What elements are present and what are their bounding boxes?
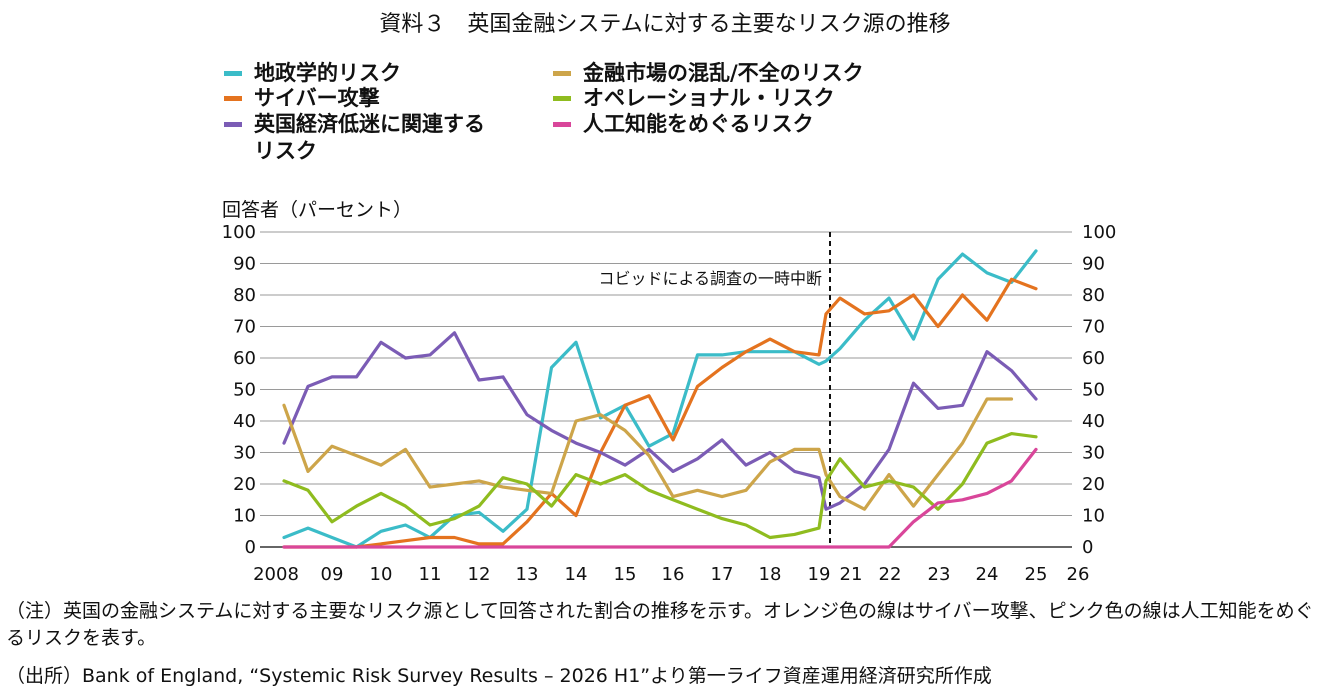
x-tick-19: 19 <box>808 564 831 585</box>
legend-swatch-cyber <box>224 96 242 101</box>
legend-item-operational: オペレーショナル・リスク <box>553 85 835 112</box>
x-tick-18: 18 <box>759 564 782 585</box>
y-tick-right-0: 0 <box>1082 537 1093 558</box>
y-tick-right-10: 10 <box>1082 506 1105 527</box>
legend-swatch-market-disruption <box>553 71 571 76</box>
x-tick-10: 10 <box>370 564 393 585</box>
legend-swatch-uk-economy <box>224 122 242 127</box>
y-tick-left-80: 80 <box>233 285 256 306</box>
legend-item-uk-economy: 英国経済低迷に関連する リスク <box>224 111 485 165</box>
legend: 地政学的リスク サイバー攻撃 英国経済低迷に関連する リスク 金融市場の混乱/不… <box>0 0 1330 170</box>
series-line-0 <box>282 249 1038 549</box>
legend-swatch-ai <box>553 122 571 127</box>
y-tick-left-100: 100 <box>222 222 256 243</box>
y-tick-right-70: 70 <box>1082 317 1105 338</box>
x-tick-23: 23 <box>928 564 951 585</box>
series-line-2 <box>282 331 1038 511</box>
y-axis-left: 0 10 20 30 40 50 60 70 80 90 100 <box>222 222 256 558</box>
legend-item-geopolitical: 地政学的リスク <box>224 60 401 87</box>
legend-label-ai: 人工知能をめぐるリスク <box>583 112 814 136</box>
covid-annotation: コビッドによる調査の一時中断 <box>598 269 822 288</box>
x-tick-24: 24 <box>976 564 999 585</box>
y-tick-left-70: 70 <box>233 317 256 338</box>
y-tick-left-10: 10 <box>233 506 256 527</box>
series-line-5 <box>282 447 1038 549</box>
y-tick-left-50: 50 <box>233 380 256 401</box>
series-lines <box>282 249 1038 549</box>
x-tick-17: 17 <box>711 564 734 585</box>
x-tick-25: 25 <box>1025 564 1048 585</box>
x-tick-14: 14 <box>565 564 588 585</box>
x-tick-21: 21 <box>840 564 863 585</box>
series-line-4 <box>282 432 1038 540</box>
x-tick-2008: 2008 <box>253 564 299 585</box>
x-tick-22: 22 <box>879 564 902 585</box>
legend-item-cyber: サイバー攻撃 <box>224 85 380 112</box>
footnote-note: （注）英国の金融システムに対する主要なリスク源として回答された割合の推移を示す。… <box>6 600 1314 649</box>
legend-label-geopolitical: 地政学的リスク <box>254 61 401 85</box>
x-axis: 2008 09 10 11 12 13 14 15 16 17 18 19 21 22 23 24 25 26 <box>253 564 1089 585</box>
y-tick-left-30: 30 <box>233 443 256 464</box>
legend-label-cyber: サイバー攻撃 <box>254 86 380 110</box>
x-tick-26: 26 <box>1067 564 1090 585</box>
legend-swatch-operational <box>553 96 571 101</box>
y-tick-right-60: 60 <box>1082 348 1105 369</box>
y-axis-label: 回答者（パーセント） <box>222 199 413 221</box>
x-tick-11: 11 <box>419 564 442 585</box>
y-tick-left-0: 0 <box>245 537 256 558</box>
y-tick-right-90: 90 <box>1082 254 1105 275</box>
x-tick-15: 15 <box>614 564 637 585</box>
x-tick-16: 16 <box>662 564 685 585</box>
footnote-source: （出所）Bank of England, “Systemic Risk Surv… <box>6 665 992 687</box>
chart-title: 資料３ 英国金融システムに対する主要なリスク源の推移 <box>379 12 951 37</box>
legend-swatch-geopolitical <box>224 71 242 76</box>
y-tick-left-60: 60 <box>233 348 256 369</box>
y-tick-left-90: 90 <box>233 254 256 275</box>
y-tick-left-20: 20 <box>233 474 256 495</box>
y-tick-right-100: 100 <box>1082 222 1116 243</box>
x-tick-13: 13 <box>516 564 539 585</box>
x-tick-12: 12 <box>468 564 491 585</box>
y-tick-left-40: 40 <box>233 411 256 432</box>
y-tick-right-30: 30 <box>1082 443 1105 464</box>
line-chart: 0 10 20 30 40 50 60 70 80 90 100 0 10 20 30 40 50 60 70 80… <box>222 222 1117 585</box>
legend-label-market-disruption: 金融市場の混乱/不全のリスク <box>583 61 864 85</box>
legend-item-ai: 人工知能をめぐるリスク <box>553 111 814 138</box>
y-tick-right-50: 50 <box>1082 380 1105 401</box>
legend-label-uk-economy: 英国経済低迷に関連する リスク <box>254 112 485 163</box>
x-tick-09: 09 <box>321 564 344 585</box>
series-line-1 <box>282 277 1038 549</box>
y-tick-right-20: 20 <box>1082 474 1105 495</box>
legend-item-market-disruption: 金融市場の混乱/不全のリスク <box>553 60 864 87</box>
y-axis-right: 0 10 20 30 40 50 60 70 80 90 100 <box>1082 222 1116 558</box>
legend-label-operational: オペレーショナル・リスク <box>583 86 835 110</box>
y-tick-right-40: 40 <box>1082 411 1105 432</box>
y-tick-right-80: 80 <box>1082 285 1105 306</box>
